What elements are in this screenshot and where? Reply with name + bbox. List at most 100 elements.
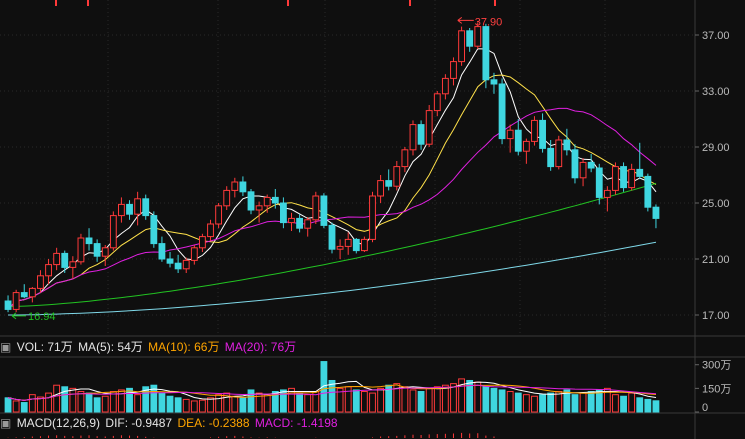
candlestick [441, 74, 449, 100]
candlestick [223, 186, 231, 210]
volume-bar [199, 399, 206, 413]
volume-bar [12, 400, 20, 413]
candlestick [393, 161, 401, 191]
candle-body [53, 252, 61, 266]
volume-bar [28, 394, 36, 413]
volume-bar [360, 391, 368, 413]
volume-bar [579, 392, 587, 413]
candle-body [85, 237, 93, 245]
candlestick [328, 222, 336, 254]
volume-bar [377, 387, 385, 413]
candlestick [563, 128, 571, 156]
candlestick [296, 214, 304, 233]
volume-bar [466, 379, 474, 413]
vol-ma5: MA(5): 54万 [78, 340, 143, 354]
price-annotations: 37.90 16.94 [11, 16, 502, 323]
candlestick [369, 191, 376, 243]
candle-body [231, 181, 239, 191]
candle-body [328, 224, 336, 250]
candlestick [474, 22, 482, 49]
candlestick [385, 169, 393, 191]
volume-settings-icon[interactable]: ▣ [0, 340, 12, 354]
candlestick [174, 254, 182, 273]
candlesticks[interactable] [4, 0, 660, 313]
macd-title: MACD(12,26,9) [16, 416, 101, 430]
volume-bar [53, 384, 61, 413]
ma10-line [7, 74, 657, 310]
candle-body [288, 217, 295, 224]
candle-body [628, 168, 636, 189]
volume-bar [401, 386, 409, 413]
volume-bar [409, 389, 417, 413]
candle-body [4, 300, 12, 310]
candlestick [69, 256, 77, 279]
candle-body [263, 196, 271, 207]
candlestick [215, 203, 223, 229]
candle-body [247, 191, 255, 211]
candle-body [644, 175, 652, 208]
volume-panel[interactable]: 300万 150万 0 [4, 360, 731, 414]
volume-bar [288, 387, 295, 413]
candlestick [28, 287, 36, 303]
volume-bar [603, 387, 611, 413]
candlestick [360, 236, 368, 252]
volume-bar [69, 387, 77, 413]
candlestick [263, 194, 271, 213]
candle-body [393, 166, 401, 187]
price-tick-label: 17.00 [702, 310, 730, 322]
candlestick [61, 250, 69, 273]
candlestick [571, 144, 579, 184]
candlestick [344, 232, 352, 255]
volume-bar [37, 396, 44, 413]
volume-bar [352, 389, 360, 413]
candle-body [425, 110, 433, 145]
candle-body [636, 168, 644, 177]
volume-bar [450, 383, 457, 413]
candlestick [539, 113, 546, 153]
volume-bar [498, 389, 506, 413]
low-price-label: 16.94 [28, 311, 56, 323]
candle-body [150, 215, 158, 245]
volume-bar [150, 384, 158, 413]
candle-body [20, 292, 28, 298]
candlestick [555, 135, 563, 170]
volume-bar [134, 394, 142, 413]
volume-bar [45, 392, 52, 413]
macd-indicator-bar: ▣ MACD(12,26,9) DIF: -0.9487 DEA: -0.238… [0, 414, 745, 432]
macd-settings-icon[interactable]: ▣ [0, 416, 12, 430]
macd-panel[interactable] [7, 432, 495, 438]
volume-bar [4, 397, 12, 413]
volume-bar [126, 387, 133, 413]
candlestick [109, 211, 117, 251]
volume-tick-label: 0 [702, 402, 708, 414]
candle-body [126, 203, 133, 215]
candlestick [190, 245, 198, 265]
volume-bar [636, 397, 644, 413]
candle-body [603, 189, 611, 198]
volume-tick-label: 300万 [702, 360, 731, 372]
candlestick [271, 189, 279, 209]
volume-bar [417, 391, 425, 413]
candlestick [93, 239, 101, 262]
vol-ma10: MA(10): 66万 [148, 340, 220, 354]
candlestick [118, 197, 125, 223]
candle-body [174, 262, 182, 270]
volume-bar [296, 392, 304, 413]
candlestick [207, 219, 214, 241]
candlestick [288, 212, 295, 231]
candlestick [417, 120, 425, 150]
candle-body [142, 198, 150, 217]
candle-body [109, 215, 117, 249]
high-arrow-icon [457, 17, 474, 24]
candlestick [433, 91, 441, 117]
volume-bar [474, 381, 482, 413]
candle-body [239, 181, 247, 193]
price-tick-label: 37.00 [702, 30, 730, 42]
volume-bar [279, 389, 287, 413]
volume-bar [77, 391, 85, 413]
volume-bar [547, 392, 555, 413]
candlestick [450, 57, 457, 86]
volume-bar [61, 386, 69, 413]
candlestick [352, 238, 360, 254]
